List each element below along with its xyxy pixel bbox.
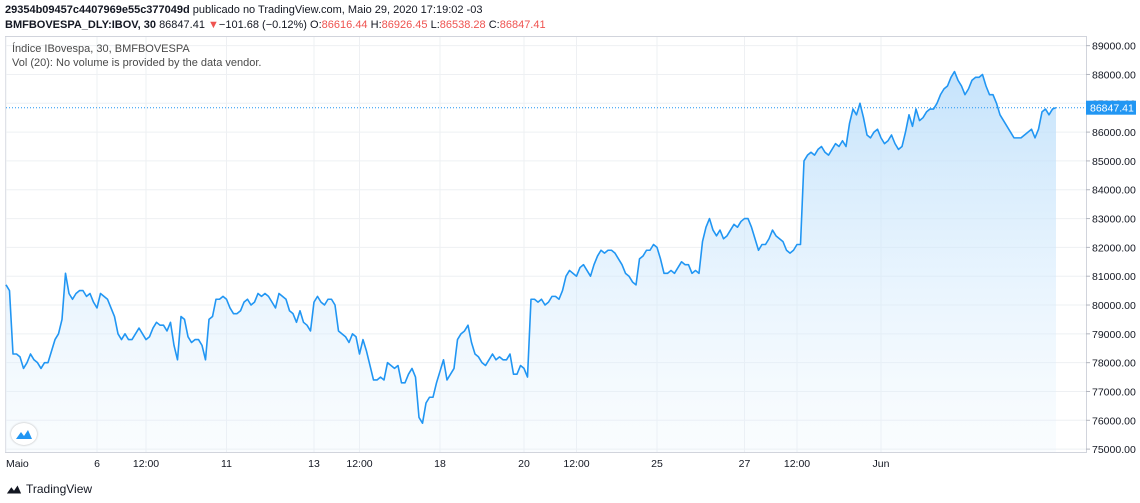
x-tick-label: 12:00 — [133, 458, 159, 470]
high-value: 86926.45 — [381, 19, 428, 31]
last-price-badge-label: 86847.41 — [1090, 103, 1134, 115]
x-tick-label: 18 — [434, 458, 446, 470]
close-label: C: — [488, 19, 500, 31]
y-tick-label: 84000.00 — [1092, 185, 1136, 197]
y-axis[interactable]: 75000.00 76000.00 77000.00 78000.00 79000.00… — [1086, 41, 1136, 456]
publisher-id: 29354b09457c4407969e55c377049d — [5, 4, 190, 16]
y-tick-label: 80000.00 — [1092, 300, 1136, 312]
x-tick-label: 11 — [221, 458, 232, 470]
last-price: 86847.41 — [159, 19, 205, 31]
y-tick-label: 83000.00 — [1092, 214, 1136, 226]
x-axis[interactable]: Maio 6 12:00 11 13 12:00 18 20 12:00 25 27 12:00 Jun — [6, 458, 890, 470]
footer-brand: TradingView — [6, 482, 92, 496]
x-tick-label: Maio — [6, 458, 29, 470]
price-line — [5, 70, 1057, 424]
x-tick-label: 20 — [518, 458, 530, 470]
publish-details: publicado no TradingView.com, Maio 29, 2… — [189, 4, 483, 16]
close-value: 86847.41 — [499, 19, 546, 31]
y-tick-label: 76000.00 — [1092, 415, 1136, 427]
high-label: H: — [370, 19, 382, 31]
y-tick-label: 81000.00 — [1092, 271, 1136, 283]
tradingview-icon — [6, 485, 22, 494]
tradingview-logo-button[interactable] — [11, 423, 37, 445]
y-tick-label: 78000.00 — [1092, 358, 1136, 370]
chart-legend-title: Índice IBovespa, 30, BMFBOVESPA — [12, 43, 190, 55]
x-tick-label: 27 — [739, 458, 751, 470]
last-price-badge: 86847.41 — [1086, 100, 1136, 115]
volume-note: Vol (20): No volume is provided by the d… — [12, 57, 262, 69]
x-tick-label: 6 — [94, 458, 100, 470]
low-value: 86538.28 — [439, 19, 486, 31]
y-tick-label: 89000.00 — [1092, 41, 1136, 53]
low-label: L: — [430, 19, 440, 31]
x-tick-label: 12:00 — [784, 458, 810, 470]
open-label: O: — [310, 19, 322, 31]
x-tick-label: 12:00 — [346, 458, 372, 470]
x-tick-label: 12:00 — [563, 458, 589, 470]
symbol-label: BMFBOVESPA_DLY:IBOV, 30 — [5, 19, 156, 31]
y-tick-label: 86000.00 — [1092, 127, 1136, 139]
ohlc-header: BMFBOVESPA_DLY:IBOV, 30 86847.41 ▼−101.6… — [5, 19, 546, 31]
y-tick-label: 77000.00 — [1092, 386, 1136, 398]
down-arrow-icon: ▼ — [208, 19, 219, 31]
x-tick-label: Jun — [873, 458, 890, 470]
y-tick-label: 88000.00 — [1092, 69, 1136, 81]
x-tick-label: 13 — [308, 458, 320, 470]
y-tick-label: 85000.00 — [1092, 156, 1136, 168]
price-change: −101.68 (−0.12%) — [218, 19, 307, 31]
open-value: 86616.44 — [321, 19, 368, 31]
y-tick-label: 75000.00 — [1092, 444, 1136, 456]
price-area-fill — [6, 71, 1056, 452]
y-tick-label: 79000.00 — [1092, 329, 1136, 341]
footer-brand-label: TradingView — [26, 482, 93, 496]
publish-info: 29354b09457c4407969e55c377049d publicado… — [5, 4, 482, 16]
x-tick-label: 25 — [651, 458, 663, 470]
y-tick-label: 82000.00 — [1092, 242, 1136, 254]
